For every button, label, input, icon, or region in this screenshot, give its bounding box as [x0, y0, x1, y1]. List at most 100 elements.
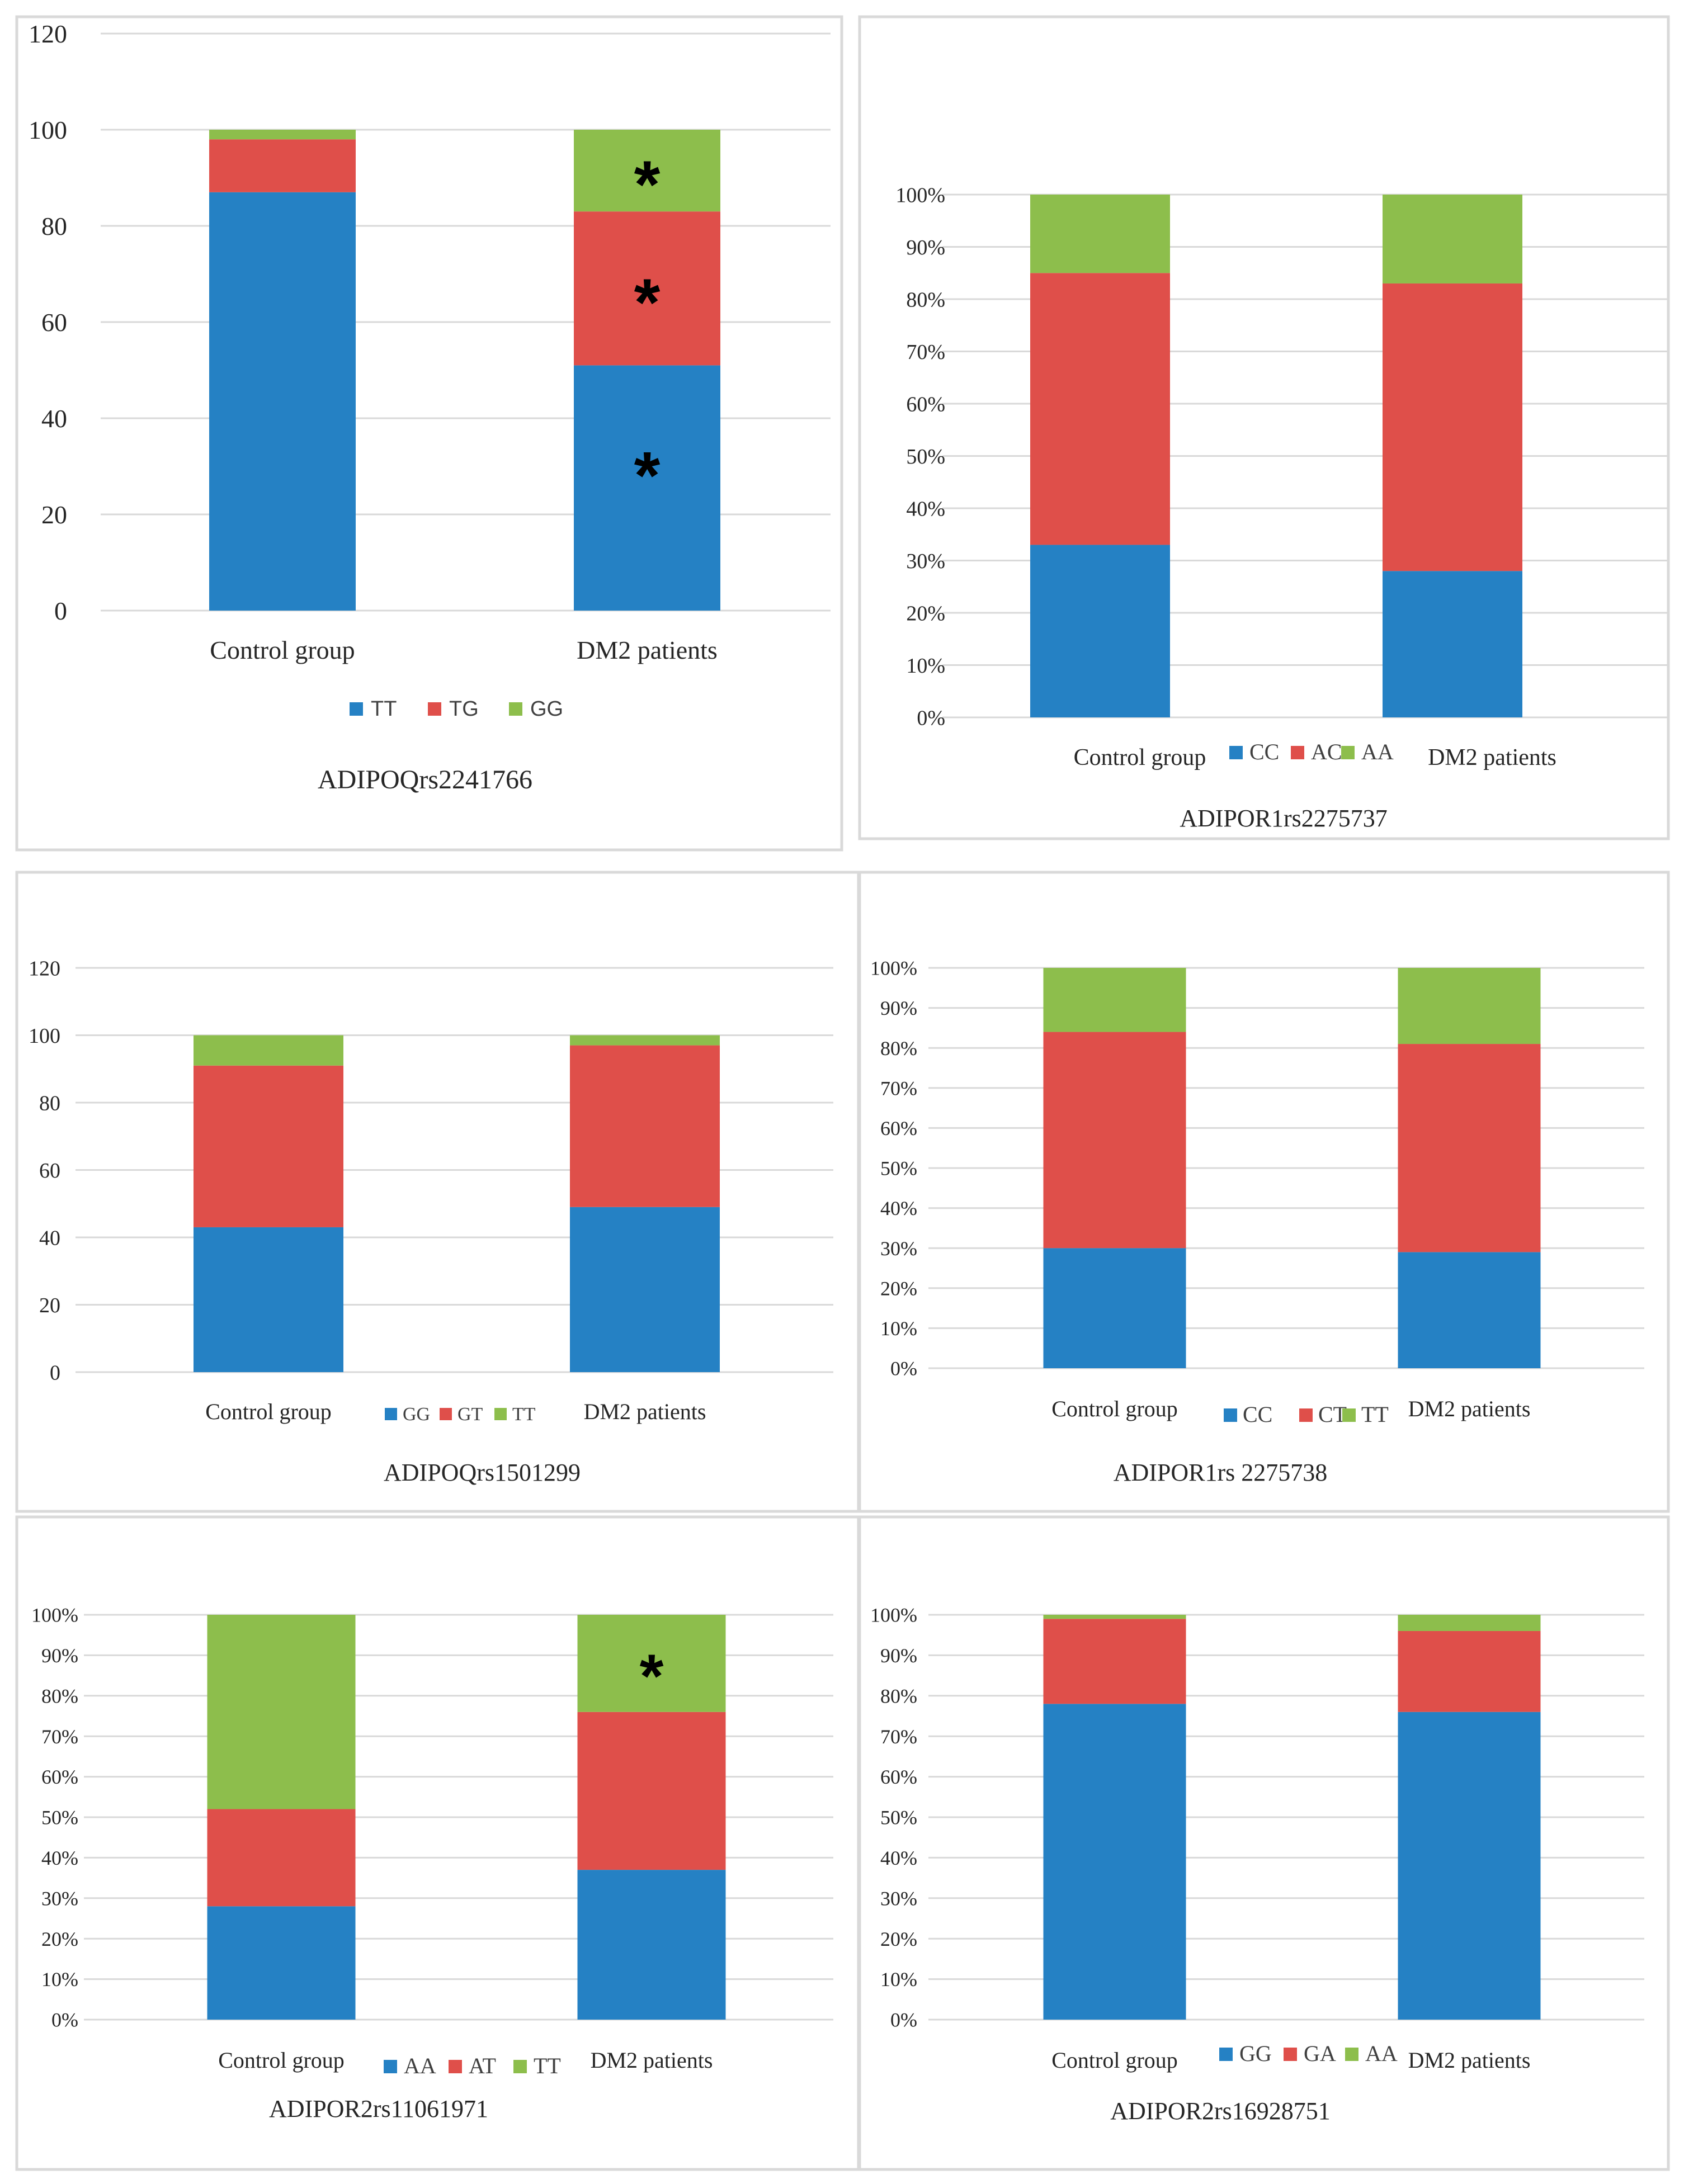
chart-title: ADIPOR1rs 2275738: [1114, 1459, 1328, 1486]
y-tick-label: 0%: [917, 706, 945, 730]
category-label: DM2 patients: [1428, 745, 1556, 770]
y-tick-label: 60%: [41, 1766, 78, 1788]
legend-swatch-tt: [1342, 1408, 1356, 1422]
chart-title: ADIPOR2rs11061971: [269, 2095, 488, 2122]
y-tick-label: 40%: [41, 1847, 78, 1869]
legend-label: GG: [530, 697, 563, 721]
bar-aa-control: [207, 1906, 356, 2020]
bar-tt-control: [209, 192, 356, 611]
y-tick-label: 60%: [906, 393, 945, 416]
y-tick-label: 80: [41, 212, 67, 240]
bar-ga-control: [1043, 1619, 1186, 1704]
y-tick-label: 30%: [41, 1887, 78, 1909]
category-label: Control group: [1051, 1396, 1178, 1421]
legend-swatch-ct: [1299, 1408, 1313, 1422]
y-tick-label: 30%: [880, 1887, 917, 1909]
y-tick-label: 10%: [880, 1968, 917, 1991]
chart-title: ADIPOR2rs16928751: [1110, 2097, 1331, 2125]
bar-aa-dm2: [577, 1870, 726, 2020]
y-tick-label: 60: [41, 308, 67, 337]
y-tick-label: 30%: [880, 1237, 917, 1260]
y-tick-label: 0%: [890, 1358, 917, 1380]
category-label: DM2 patients: [591, 2048, 713, 2073]
legend-label: AA: [1365, 2041, 1398, 2066]
panel-border: [858, 15, 1670, 840]
legend-swatch-cc: [1229, 746, 1243, 759]
y-tick-label: 50%: [880, 1157, 917, 1180]
y-tick-label: 80: [39, 1091, 60, 1115]
legend-label: AA: [404, 2053, 436, 2078]
significance-asterisk: *: [634, 265, 661, 340]
y-tick-label: 120: [29, 957, 60, 980]
y-tick-label: 40%: [906, 497, 945, 521]
y-tick-label: 100: [29, 1024, 60, 1048]
chart-title: ADIPOR1rs2275737: [1180, 805, 1388, 832]
bar-tt-dm2: [574, 365, 720, 611]
legend-swatch-aa: [384, 2060, 397, 2073]
category-label: DM2 patients: [584, 1399, 706, 1424]
y-tick-label: 0%: [890, 2009, 917, 2031]
bar-gg-control: [209, 130, 356, 140]
legend-label: TG: [449, 697, 479, 721]
legend-swatch-gg: [1219, 2048, 1233, 2061]
y-tick-label: 0%: [51, 2009, 78, 2031]
y-tick-label: 100%: [31, 1604, 78, 1627]
y-tick-label: 70%: [880, 1077, 917, 1099]
bar-aa-control: [1043, 1615, 1186, 1619]
y-tick-label: 70%: [41, 1726, 78, 1748]
legend-swatch-tt: [494, 1408, 507, 1420]
legend-label: GG: [1239, 2041, 1272, 2066]
bar-gt-control: [194, 1065, 343, 1227]
legend-swatch-aa: [1341, 746, 1355, 759]
y-tick-label: 90%: [880, 1644, 917, 1667]
significance-asterisk: *: [634, 438, 661, 513]
legend-swatch-gg: [509, 702, 522, 716]
y-tick-label: 70%: [906, 341, 945, 364]
legend-label: AC: [1311, 739, 1342, 764]
y-tick-label: 10%: [880, 1317, 917, 1340]
legend-swatch-cc: [1224, 1408, 1237, 1422]
bar-tt-control: [194, 1035, 343, 1066]
legend-swatch-gg: [385, 1408, 397, 1420]
bar-ac-control: [1030, 273, 1170, 545]
legend-label: AA: [1361, 739, 1394, 764]
y-tick-label: 0: [50, 1361, 60, 1384]
bar-tt-dm2: [1398, 968, 1541, 1044]
category-label: DM2 patients: [577, 636, 718, 664]
y-tick-label: 0: [54, 597, 67, 625]
legend-label: GT: [457, 1404, 483, 1425]
y-tick-label: 20%: [41, 1928, 78, 1950]
legend-swatch-ac: [1291, 746, 1304, 759]
chart-panel-2: 0% 10% 20% 30% 40% 50% 60% 70% 80% 90% 100% Control…: [858, 15, 1670, 840]
y-tick-label: 90%: [41, 1644, 78, 1667]
y-tick-label: 70%: [880, 1726, 917, 1748]
bar-gg-control: [194, 1227, 343, 1372]
category-label: Control group: [218, 2048, 345, 2073]
legend-label: TT: [512, 1404, 536, 1425]
y-tick-label: 20%: [906, 602, 945, 625]
y-tick-label: 50%: [906, 445, 945, 469]
bar-at-control: [207, 1809, 356, 1907]
y-tick-label: 20: [39, 1294, 60, 1317]
bar-gt-dm2: [570, 1045, 720, 1207]
y-tick-label: 20: [41, 500, 67, 529]
legend-label: CC: [1249, 739, 1279, 764]
bar-ga-dm2: [1398, 1630, 1541, 1712]
legend-label: GA: [1304, 2041, 1336, 2066]
significance-asterisk: *: [640, 1642, 664, 1710]
significance-asterisk: *: [634, 147, 661, 222]
y-tick-label: 10%: [41, 1968, 78, 1991]
panel-border: [15, 15, 843, 852]
chart-panel-3: 0 20 40 60 80 100 120 Control group DM2 patients…: [15, 871, 860, 1513]
bar-tg-dm2: [574, 211, 720, 366]
bar-aa-dm2: [1383, 195, 1522, 283]
legend-swatch-tt: [513, 2060, 527, 2073]
panel-border: [858, 871, 1670, 1513]
bar-tt-dm2: [570, 1035, 720, 1046]
legend-label: AT: [469, 2053, 496, 2078]
y-tick-label: 40%: [880, 1847, 917, 1869]
bar-gg-control: [1043, 1704, 1186, 2020]
y-tick-label: 60%: [880, 1117, 917, 1140]
bar-cc-dm2: [1383, 571, 1522, 717]
